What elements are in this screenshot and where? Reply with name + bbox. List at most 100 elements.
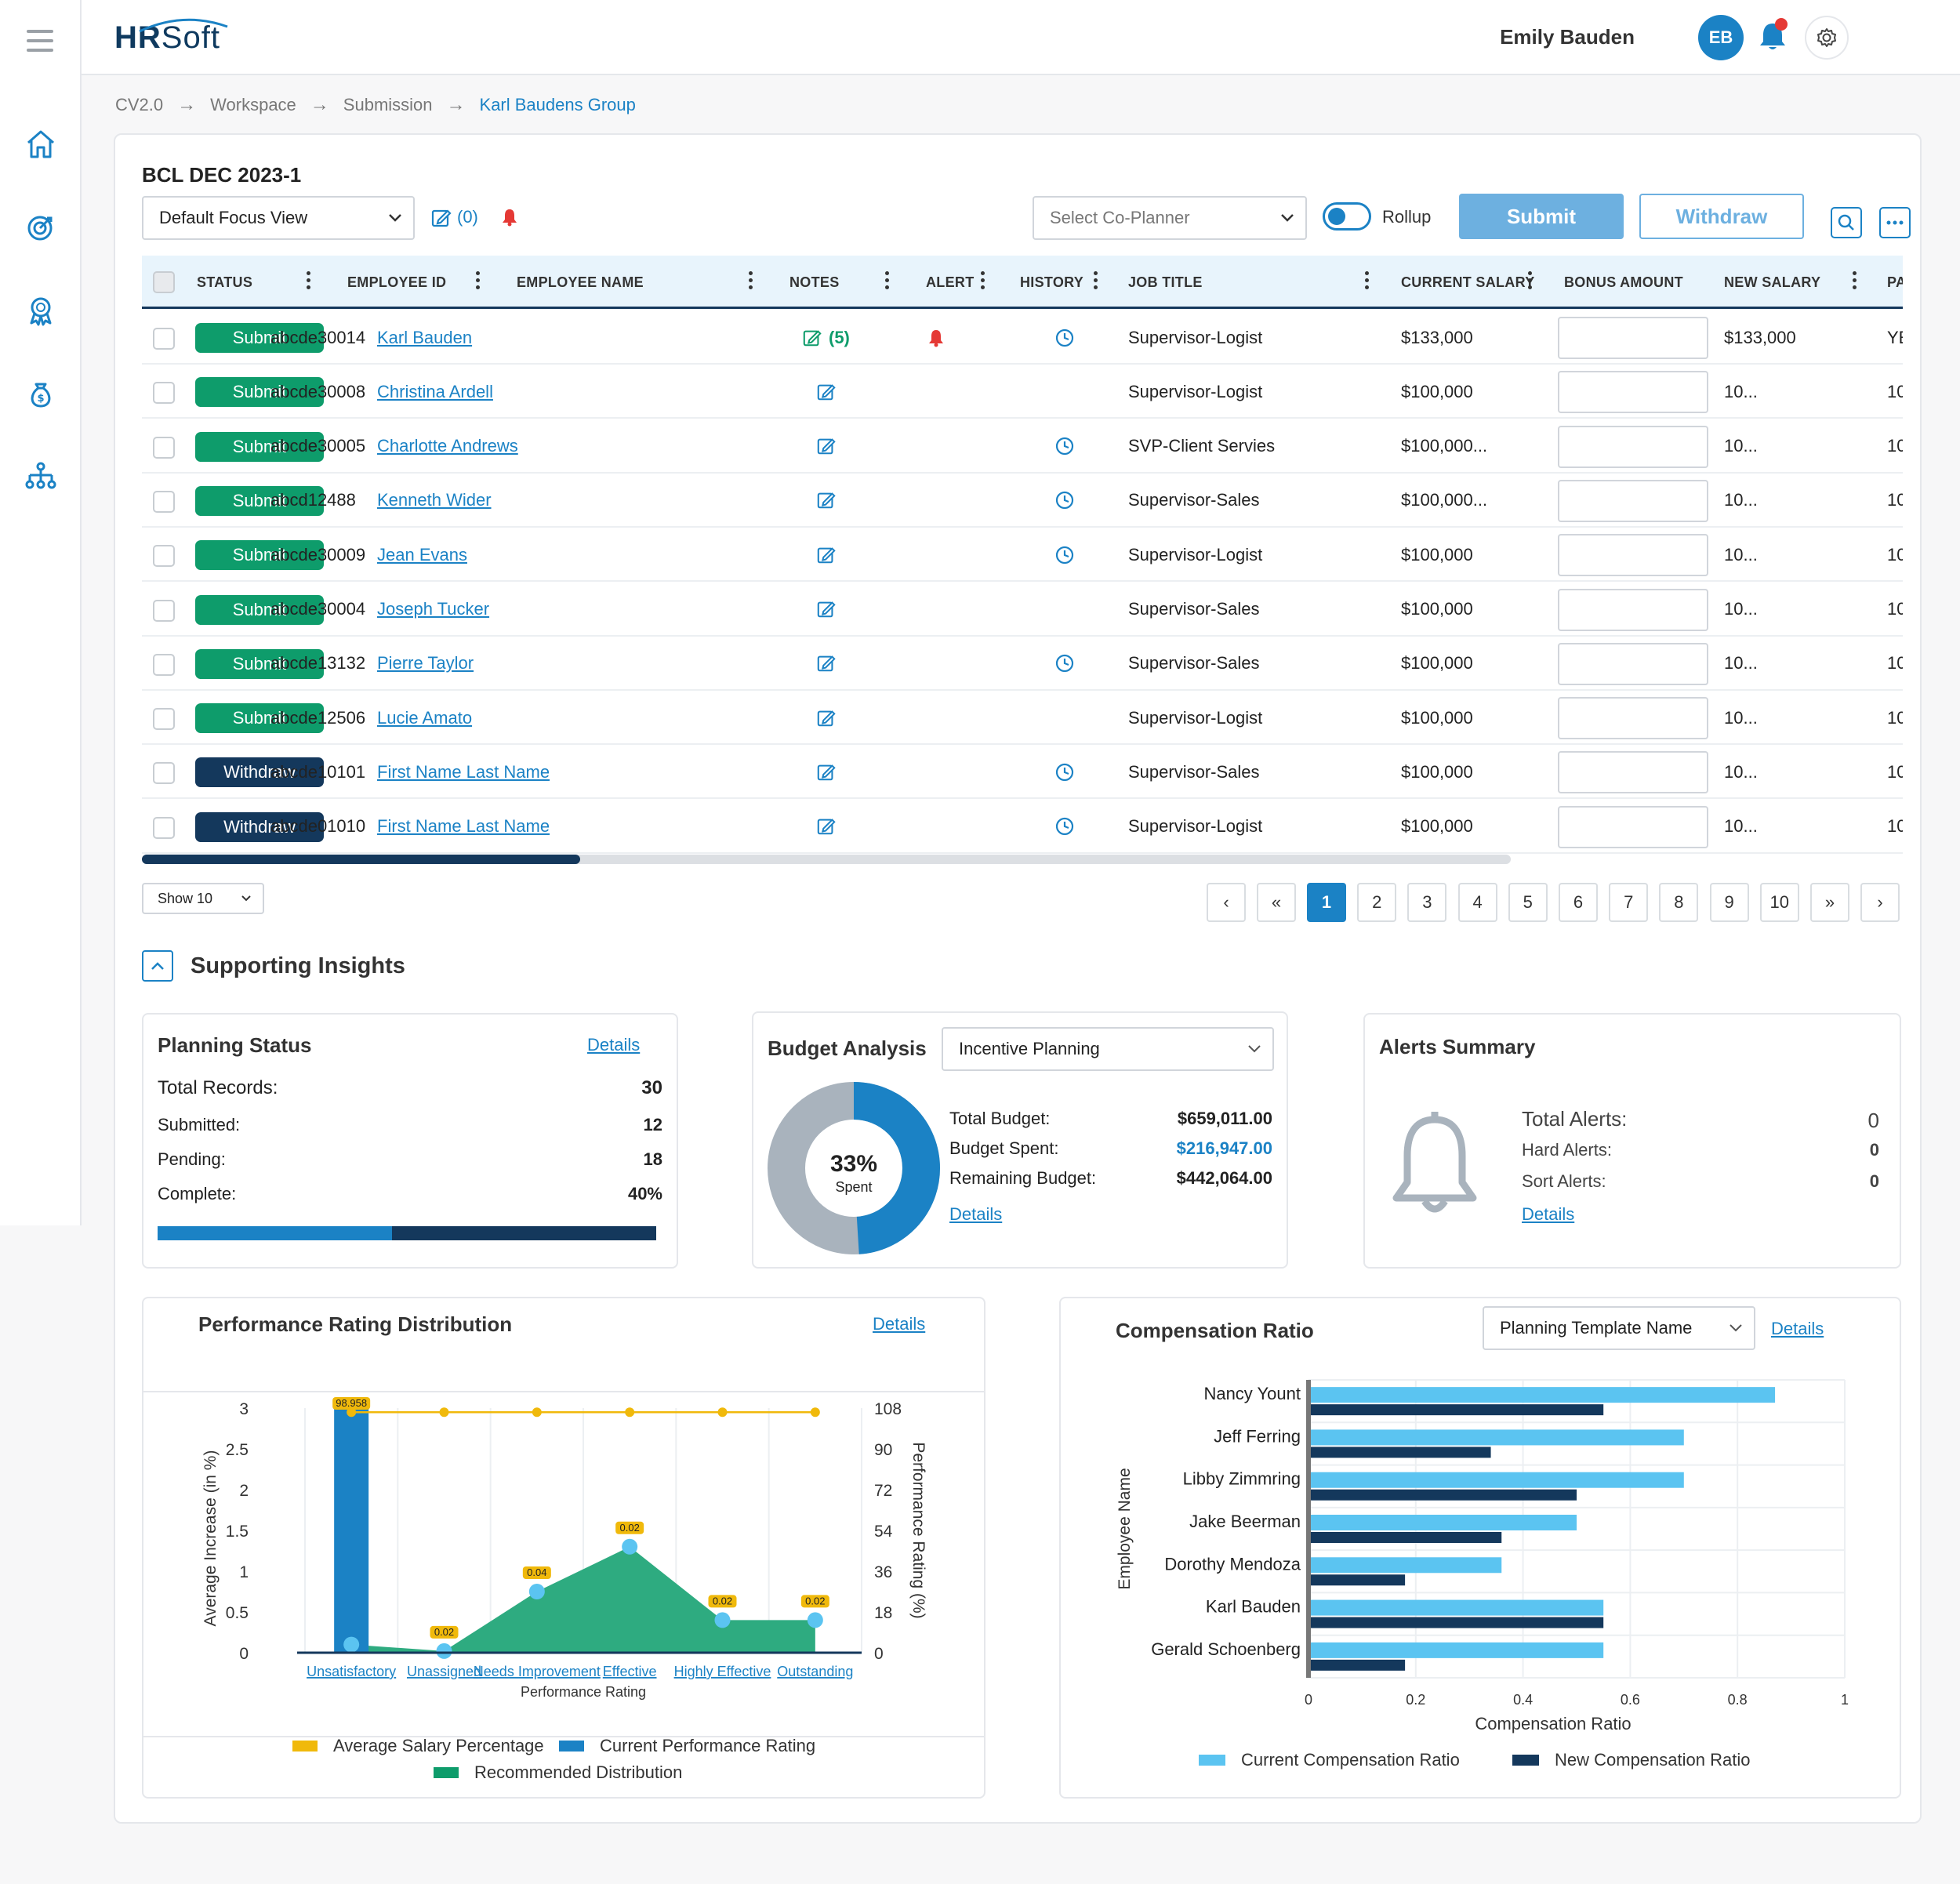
- col-status[interactable]: STATUS: [197, 274, 253, 290]
- page-button-10[interactable]: 10: [1759, 883, 1799, 922]
- column-menu-icon[interactable]: [749, 271, 753, 292]
- bonus-amount-input[interactable]: [1558, 479, 1708, 522]
- col-current-salary[interactable]: CURRENT SALARY: [1401, 274, 1535, 290]
- status-badge[interactable]: Submit: [195, 594, 324, 625]
- page-button-3[interactable]: 3: [1407, 883, 1447, 922]
- employee-name-link[interactable]: Jean Evans: [377, 544, 467, 564]
- org-chart-icon[interactable]: [22, 458, 60, 496]
- status-badge[interactable]: Submit: [195, 540, 324, 571]
- edit-notes-icon[interactable]: [816, 762, 837, 782]
- breadcrumb-item-current[interactable]: Karl Baudens Group: [479, 95, 636, 114]
- column-menu-icon[interactable]: [981, 271, 985, 292]
- col-employee-id[interactable]: EMPLOYEE ID: [347, 274, 447, 290]
- status-badge[interactable]: Submit: [195, 431, 324, 462]
- page-button-2[interactable]: 2: [1357, 883, 1397, 922]
- status-badge[interactable]: Withdraw: [195, 757, 324, 788]
- breadcrumb-item[interactable]: Workspace: [210, 95, 296, 114]
- page-size-select[interactable]: Show 10: [142, 883, 264, 914]
- status-badge[interactable]: Submit: [195, 485, 324, 516]
- column-menu-icon[interactable]: [1365, 271, 1370, 292]
- x-category-label[interactable]: Outstanding: [777, 1664, 853, 1679]
- history-clock-icon[interactable]: [1054, 762, 1075, 782]
- history-clock-icon[interactable]: [1054, 490, 1075, 510]
- bonus-amount-input[interactable]: [1558, 642, 1708, 685]
- employee-name-link[interactable]: First Name Last Name: [377, 761, 550, 782]
- column-menu-icon[interactable]: [307, 271, 311, 292]
- first-page-button[interactable]: «: [1257, 883, 1296, 922]
- row-checkbox[interactable]: [153, 490, 175, 513]
- planning-details-link[interactable]: Details: [587, 1035, 641, 1055]
- row-checkbox[interactable]: [153, 382, 175, 405]
- notification-bell-icon[interactable]: [1751, 16, 1794, 58]
- employee-name-link[interactable]: Christina Ardell: [377, 381, 493, 401]
- last-page-button[interactable]: »: [1810, 883, 1849, 922]
- row-checkbox[interactable]: [153, 653, 175, 676]
- status-badge[interactable]: Withdraw: [195, 811, 324, 842]
- col-bonus-amount[interactable]: BONUS AMOUNT: [1564, 274, 1683, 290]
- x-category-label[interactable]: Effective: [603, 1664, 657, 1679]
- status-badge[interactable]: Submit: [195, 377, 324, 408]
- menu-icon[interactable]: [27, 30, 53, 58]
- notes-count[interactable]: (5): [829, 327, 850, 347]
- page-button-8[interactable]: 8: [1659, 883, 1699, 922]
- notes-count[interactable]: (0): [457, 207, 478, 227]
- edit-notes-icon[interactable]: [816, 490, 837, 510]
- page-button-4[interactable]: 4: [1457, 883, 1497, 922]
- edit-notes-icon[interactable]: [802, 328, 822, 348]
- horizontal-scrollbar[interactable]: [142, 855, 1511, 864]
- budget-type-select[interactable]: Incentive Planning: [942, 1027, 1274, 1071]
- x-category-label[interactable]: Highly Effective: [674, 1664, 771, 1679]
- col-pa[interactable]: PA: [1887, 274, 1903, 290]
- page-button-7[interactable]: 7: [1609, 883, 1649, 922]
- col-alert[interactable]: ALERT: [926, 274, 975, 290]
- col-history[interactable]: HISTORY: [1020, 274, 1084, 290]
- budget-details-link[interactable]: Details: [949, 1204, 1003, 1224]
- status-badge[interactable]: Submit: [195, 323, 324, 353]
- page-button-5[interactable]: 5: [1508, 883, 1548, 922]
- history-clock-icon[interactable]: [1054, 328, 1075, 348]
- x-category-label[interactable]: Unassigned: [407, 1664, 481, 1679]
- bonus-amount-input[interactable]: [1558, 425, 1708, 468]
- select-all-checkbox[interactable]: [153, 271, 175, 293]
- edit-notes-icon[interactable]: [430, 207, 452, 229]
- page-button-1[interactable]: 1: [1307, 883, 1346, 922]
- history-clock-icon[interactable]: [1054, 436, 1075, 456]
- row-checkbox[interactable]: [153, 436, 175, 459]
- row-checkbox[interactable]: [153, 328, 175, 350]
- employee-name-link[interactable]: Kenneth Wider: [377, 490, 492, 510]
- coplanner-select[interactable]: Select Co-Planner: [1033, 196, 1307, 240]
- employee-name-link[interactable]: Charlotte Andrews: [377, 436, 518, 456]
- scrollbar-thumb[interactable]: [142, 855, 580, 864]
- edit-notes-icon[interactable]: [816, 545, 837, 565]
- row-checkbox[interactable]: [153, 816, 175, 839]
- settings-gear-icon[interactable]: [1805, 16, 1849, 60]
- x-category-label[interactable]: Unsatisfactory: [307, 1664, 396, 1679]
- performance-details-link[interactable]: Details: [873, 1314, 926, 1334]
- rollup-toggle[interactable]: [1323, 202, 1371, 231]
- bonus-amount-input[interactable]: [1558, 588, 1708, 631]
- collapse-insights-button[interactable]: [142, 950, 173, 982]
- employee-name-link[interactable]: Karl Bauden: [377, 327, 473, 347]
- col-new-salary[interactable]: NEW SALARY: [1724, 274, 1821, 290]
- focus-view-select[interactable]: Default Focus View: [142, 196, 415, 240]
- bonus-amount-input[interactable]: [1558, 317, 1708, 359]
- column-menu-icon[interactable]: [885, 271, 890, 292]
- bonus-amount-input[interactable]: [1558, 805, 1708, 848]
- column-menu-icon[interactable]: [1853, 271, 1857, 292]
- edit-notes-icon[interactable]: [816, 382, 837, 402]
- target-icon[interactable]: [22, 209, 60, 246]
- withdraw-button[interactable]: Withdraw: [1639, 194, 1804, 239]
- bonus-amount-input[interactable]: [1558, 534, 1708, 577]
- search-button[interactable]: [1831, 207, 1862, 238]
- breadcrumb-item[interactable]: CV2.0: [115, 95, 164, 114]
- money-bag-icon[interactable]: $: [22, 375, 60, 412]
- page-button-9[interactable]: 9: [1709, 883, 1749, 922]
- row-checkbox[interactable]: [153, 708, 175, 731]
- planning-template-select[interactable]: Planning Template Name: [1483, 1306, 1755, 1350]
- employee-name-link[interactable]: Joseph Tucker: [377, 599, 490, 619]
- column-menu-icon[interactable]: [476, 271, 481, 292]
- alerts-details-link[interactable]: Details: [1522, 1204, 1575, 1224]
- history-clock-icon[interactable]: [1054, 545, 1075, 565]
- row-checkbox[interactable]: [153, 762, 175, 785]
- avatar[interactable]: EB: [1698, 15, 1744, 60]
